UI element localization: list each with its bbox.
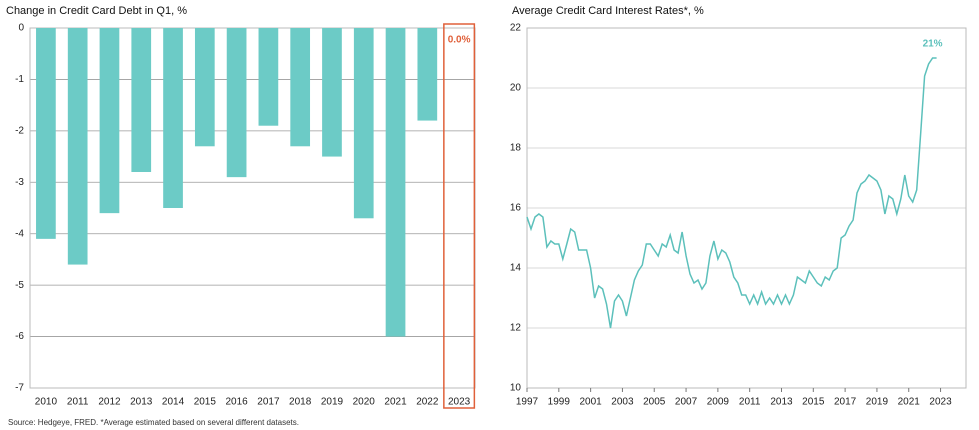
bar — [194, 28, 215, 147]
y-tick-label: -1 — [15, 74, 24, 85]
end-label: 21% — [923, 39, 943, 50]
x-tick-label: 2015 — [802, 397, 825, 408]
x-tick-label: 2023 — [929, 397, 952, 408]
y-tick-label: 22 — [510, 23, 522, 34]
x-tick-label: 2011 — [67, 397, 89, 408]
x-tick-label: 1997 — [516, 397, 539, 408]
x-tick-label: 2017 — [257, 397, 280, 408]
bar — [322, 28, 342, 157]
x-tick-label: 2009 — [707, 397, 730, 408]
x-tick-label: 2019 — [321, 397, 344, 408]
plot-frame — [526, 27, 967, 389]
x-tick-label: 2015 — [194, 397, 217, 408]
x-tick-label: 2021 — [898, 397, 921, 408]
x-tick-label: 2005 — [643, 397, 666, 408]
y-tick-label: 16 — [510, 203, 522, 214]
x-tick-label: 2021 — [384, 397, 407, 408]
y-tick-label: -2 — [15, 125, 24, 136]
bar — [258, 28, 279, 126]
x-tick-label: 2007 — [675, 397, 698, 408]
bar — [226, 28, 247, 178]
highlight-box — [443, 23, 476, 409]
y-tick-label: 10 — [510, 383, 522, 394]
bar — [353, 28, 374, 219]
x-tick-label: 2019 — [866, 397, 889, 408]
x-tick-label: 2016 — [225, 397, 248, 408]
x-tick-label: 2017 — [834, 397, 857, 408]
plot-frame — [29, 27, 476, 389]
x-tick-label: 2003 — [611, 397, 634, 408]
x-tick-label: 2011 — [739, 397, 761, 408]
value-label: 0.0% — [448, 35, 471, 46]
x-tick-label: 1999 — [548, 397, 571, 408]
y-tick-label: 14 — [510, 263, 522, 274]
x-tick-label: 2012 — [98, 397, 121, 408]
y-tick-label: -6 — [15, 331, 24, 342]
line-series — [526, 57, 937, 329]
bar — [131, 28, 152, 172]
y-tick-label: -5 — [15, 280, 24, 291]
chart-title: Change in Credit Card Debt in Q1, % — [6, 5, 187, 17]
y-tick-label: 18 — [510, 143, 522, 154]
x-tick-label: 2013 — [130, 397, 153, 408]
y-tick-label: 20 — [510, 83, 522, 94]
chart-title: Average Credit Card Interest Rates*, % — [512, 5, 704, 17]
bar — [417, 28, 438, 121]
x-tick-label: 2018 — [289, 397, 312, 408]
x-tick-label: 2013 — [770, 397, 793, 408]
bar — [67, 28, 88, 265]
x-tick-label: 2014 — [162, 397, 185, 408]
y-tick-label: 0 — [18, 23, 24, 34]
x-tick-label: 2023 — [448, 397, 471, 408]
bar — [290, 28, 311, 147]
x-tick-label: 2001 — [579, 397, 602, 408]
bar — [36, 28, 56, 239]
y-tick-label: 12 — [510, 323, 522, 334]
bar — [99, 28, 120, 214]
x-tick-label: 2020 — [353, 397, 376, 408]
x-tick-label: 2022 — [416, 397, 439, 408]
bar — [163, 28, 183, 208]
y-tick-label: -4 — [15, 228, 24, 239]
bar — [385, 28, 406, 337]
y-tick-label: -7 — [15, 383, 24, 394]
source-note: Source: Hedgeye, FRED. *Average estimate… — [8, 418, 299, 427]
y-tick-label: -3 — [15, 177, 24, 188]
x-tick-label: 2010 — [35, 397, 58, 408]
